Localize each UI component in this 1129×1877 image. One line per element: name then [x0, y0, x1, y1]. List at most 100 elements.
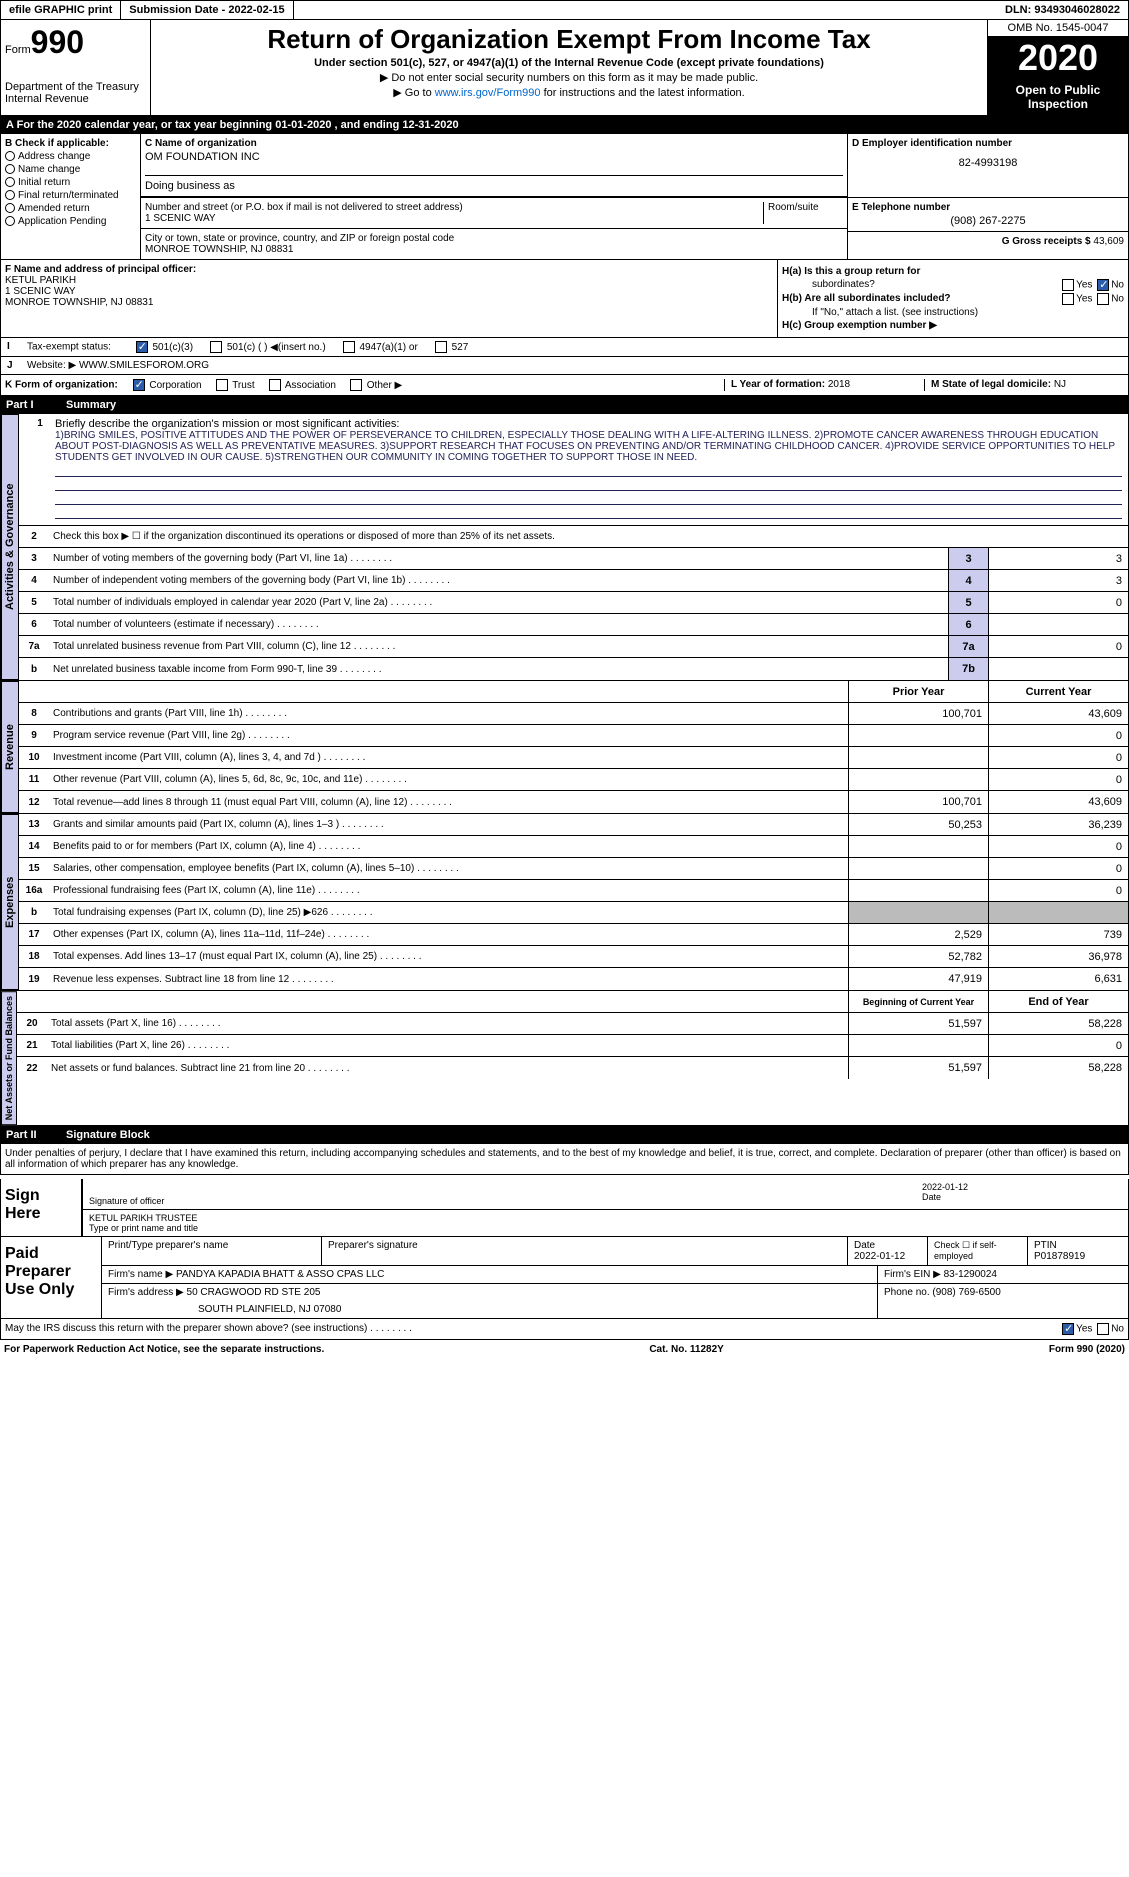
финансial-row: 10Investment income (Part VIII, column (… [19, 747, 1128, 769]
финансial-row: 20Total assets (Part X, line 16)51,59758… [17, 1013, 1128, 1035]
финансial-row: 13Grants and similar amounts paid (Part … [19, 814, 1128, 836]
paperwork-notice: For Paperwork Reduction Act Notice, see … [4, 1344, 324, 1355]
discuss-yes-checkbox[interactable] [1062, 1323, 1074, 1335]
state-domicile: NJ [1054, 379, 1066, 390]
финансial-row: bTotal fundraising expenses (Part IX, co… [19, 902, 1128, 924]
form-number: 990 [31, 24, 84, 60]
tax-status-checkbox[interactable] [435, 341, 447, 353]
phone-value: (908) 267-2275 [852, 215, 1124, 227]
summary-row: 3Number of voting members of the governi… [19, 548, 1128, 570]
omb-number: OMB No. 1545-0047 [988, 20, 1128, 37]
tax-status-checkbox[interactable] [343, 341, 355, 353]
street-label: Number and street (or P.O. box if mail i… [145, 202, 763, 213]
submission-date: Submission Date - 2022-02-15 [121, 1, 293, 19]
officer-name: KETUL PARIKH [5, 275, 773, 286]
box-b-checks: B Check if applicable: Address changeNam… [1, 134, 141, 259]
summary-row: bNet unrelated business taxable income f… [19, 658, 1128, 680]
beg-year-header: Beginning of Current Year [848, 991, 988, 1012]
year-formation: 2018 [828, 379, 850, 390]
irs-link[interactable]: www.irs.gov/Form990 [435, 87, 541, 99]
hb-yes-checkbox[interactable] [1062, 293, 1074, 305]
section-a-period: A For the 2020 calendar year, or tax yea… [0, 116, 1129, 134]
box-b-item: Amended return [5, 203, 136, 214]
firm-name: PANDYA KAPADIA BHATT & ASSO CPAS LLC [176, 1269, 384, 1280]
prep-date: 2022-01-12 [854, 1251, 921, 1262]
discuss-no-checkbox[interactable] [1097, 1323, 1109, 1335]
irs-label: Internal Revenue [5, 93, 146, 105]
ein-value: 82-4993198 [852, 157, 1124, 169]
efile-label: efile GRAPHIC print [1, 1, 121, 19]
officer-city: MONROE TOWNSHIP, NJ 08831 [5, 297, 773, 308]
instr-link: ▶ Go to www.irs.gov/Form990 for instruct… [159, 86, 979, 99]
box-g-label: G Gross receipts $ [1002, 236, 1094, 247]
box-b-item: Initial return [5, 177, 136, 188]
summary-row: 5Total number of individuals employed in… [19, 592, 1128, 614]
signer-name: KETUL PARIKH TRUSTEE [89, 1213, 1122, 1223]
prior-year-header: Prior Year [848, 681, 988, 702]
ha-yes-checkbox[interactable] [1062, 279, 1074, 291]
firm-phone: (908) 769-6500 [932, 1287, 1000, 1298]
sign-here-label: Sign Here [1, 1179, 81, 1236]
officer-street: 1 SCENIC WAY [5, 286, 773, 297]
финансial-row: 18Total expenses. Add lines 13–17 (must … [19, 946, 1128, 968]
org-form-checkbox[interactable] [350, 379, 362, 391]
summary-row: 2Check this box ▶ ☐ if the organization … [19, 526, 1128, 548]
org-form-checkbox[interactable] [133, 379, 145, 391]
ha-no-checkbox[interactable] [1097, 279, 1109, 291]
финансial-row: 15Salaries, other compensation, employee… [19, 858, 1128, 880]
box-b-item: Application Pending [5, 216, 136, 227]
финансial-row: 21Total liabilities (Part X, line 26)0 [17, 1035, 1128, 1057]
end-year-header: End of Year [988, 991, 1128, 1012]
gross-receipts: 43,609 [1093, 236, 1124, 247]
open-public: Open to Public Inspection [988, 79, 1128, 115]
gov-label: Activities & Governance [1, 414, 19, 680]
form-footer: Form 990 (2020) [1049, 1344, 1125, 1355]
city-label: City or town, state or province, country… [145, 233, 843, 244]
top-bar: efile GRAPHIC print Submission Date - 20… [0, 0, 1129, 20]
финансial-row: 14Benefits paid to or for members (Part … [19, 836, 1128, 858]
main-title: Return of Organization Exempt From Incom… [159, 24, 979, 55]
финансial-row: 17Other expenses (Part IX, column (A), l… [19, 924, 1128, 946]
box-d-label: D Employer identification number [852, 138, 1124, 149]
room-label: Room/suite [763, 202, 843, 224]
tax-status-checkbox[interactable] [210, 341, 222, 353]
subtitle: Under section 501(c), 527, or 4947(a)(1)… [159, 57, 979, 69]
tax-year: 2020 [988, 37, 1128, 79]
dba-label: Doing business as [145, 175, 843, 192]
summary-row: 4Number of independent voting members of… [19, 570, 1128, 592]
финансial-row: 11Other revenue (Part VIII, column (A), … [19, 769, 1128, 791]
финансial-row: 22Net assets or fund balances. Subtract … [17, 1057, 1128, 1079]
tax-status-checkbox[interactable] [136, 341, 148, 353]
sign-date: 2022-01-12 [922, 1182, 1122, 1192]
финансial-row: 8Contributions and grants (Part VIII, li… [19, 703, 1128, 725]
summary-row: 7aTotal unrelated business revenue from … [19, 636, 1128, 658]
city-value: MONROE TOWNSHIP, NJ 08831 [145, 244, 843, 255]
финансial-row: 19Revenue less expenses. Subtract line 1… [19, 968, 1128, 990]
box-b-item: Address change [5, 151, 136, 162]
box-f-label: F Name and address of principal officer: [5, 264, 773, 275]
dln: DLN: 93493046028022 [997, 1, 1128, 19]
street-value: 1 SCENIC WAY [145, 213, 763, 224]
part1-header: Part I Summary [0, 396, 1129, 414]
dept-treasury: Department of the Treasury [5, 81, 146, 93]
website-value: WWW.SMILESFOROM.ORG [79, 360, 209, 371]
box-c-label: C Name of organization [145, 138, 843, 149]
org-form-checkbox[interactable] [216, 379, 228, 391]
box-e-label: E Telephone number [852, 202, 1124, 213]
exp-label: Expenses [1, 814, 19, 990]
form-header: Form990 Department of the Treasury Inter… [0, 20, 1129, 116]
hb-no-checkbox[interactable] [1097, 293, 1109, 305]
финансial-row: 16aProfessional fundraising fees (Part I… [19, 880, 1128, 902]
net-label: Net Assets or Fund Balances [1, 991, 17, 1125]
финансial-row: 12Total revenue—add lines 8 through 11 (… [19, 791, 1128, 813]
part2-header: Part II Signature Block [0, 1126, 1129, 1144]
rev-label: Revenue [1, 681, 19, 813]
ptin-value: P01878919 [1034, 1251, 1122, 1262]
paid-preparer-label: Paid Preparer Use Only [1, 1237, 101, 1318]
sig-declaration: Under penalties of perjury, I declare th… [0, 1144, 1129, 1175]
firm-ein: 83-1290024 [944, 1269, 997, 1280]
cat-number: Cat. No. 11282Y [649, 1344, 723, 1355]
org-form-checkbox[interactable] [269, 379, 281, 391]
box-b-item: Final return/terminated [5, 190, 136, 201]
instr-ssn: ▶ Do not enter social security numbers o… [159, 71, 979, 84]
